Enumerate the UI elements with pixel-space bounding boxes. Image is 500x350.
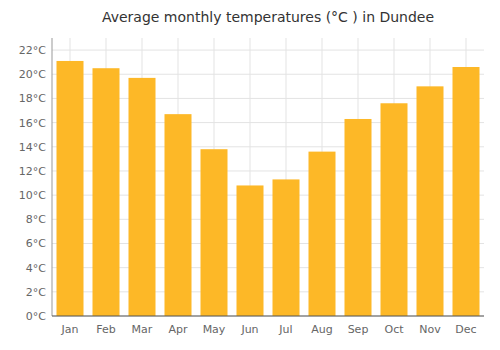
y-tick-label: 16°C (19, 117, 46, 130)
bar (273, 179, 300, 316)
x-tick-label: Feb (96, 323, 115, 336)
bar (309, 152, 336, 316)
bar (417, 86, 444, 316)
x-tick-label: Oct (384, 323, 404, 336)
y-tick-label: 4°C (26, 262, 46, 275)
y-grid-line (52, 316, 484, 317)
y-tick-label: 2°C (26, 286, 46, 299)
grid (52, 38, 484, 316)
x-tick-label: Jul (278, 323, 292, 336)
y-axis-line (52, 38, 53, 316)
y-tick-label: 0°C (26, 310, 46, 323)
bar (129, 78, 156, 316)
x-tick-label: Aug (311, 323, 332, 336)
x-tick-label: Nov (419, 323, 441, 336)
x-tick-label: Mar (132, 323, 153, 336)
bar (345, 119, 372, 316)
y-tick-label: 6°C (26, 237, 46, 250)
chart: Average monthly temperatures (°C ) in Du… (0, 0, 500, 350)
bar (201, 149, 228, 316)
y-tick-label: 20°C (19, 68, 46, 81)
bar (453, 67, 480, 316)
bar (57, 61, 84, 316)
bar (93, 68, 120, 316)
y-tick-label: 12°C (19, 165, 46, 178)
x-axis-line (52, 315, 484, 316)
bar (237, 185, 264, 316)
y-tick-label: 14°C (19, 141, 46, 154)
x-tick-label: Sep (348, 323, 369, 336)
y-tick-label: 10°C (19, 189, 46, 202)
bars (57, 61, 480, 316)
bar (381, 103, 408, 316)
x-tick-label: Jun (240, 323, 258, 336)
y-tick-label: 8°C (26, 213, 46, 226)
y-tick-label: 18°C (19, 92, 46, 105)
title: Average monthly temperatures (°C ) in Du… (102, 9, 434, 25)
y-grid-line (52, 50, 484, 51)
x-tick-label: Apr (168, 323, 188, 336)
y-tick-label: 22°C (19, 44, 46, 57)
x-tick-label: Dec (455, 323, 476, 336)
x-tick-label: Jan (61, 323, 79, 336)
bar (165, 114, 192, 316)
x-tick-label: May (203, 323, 226, 336)
